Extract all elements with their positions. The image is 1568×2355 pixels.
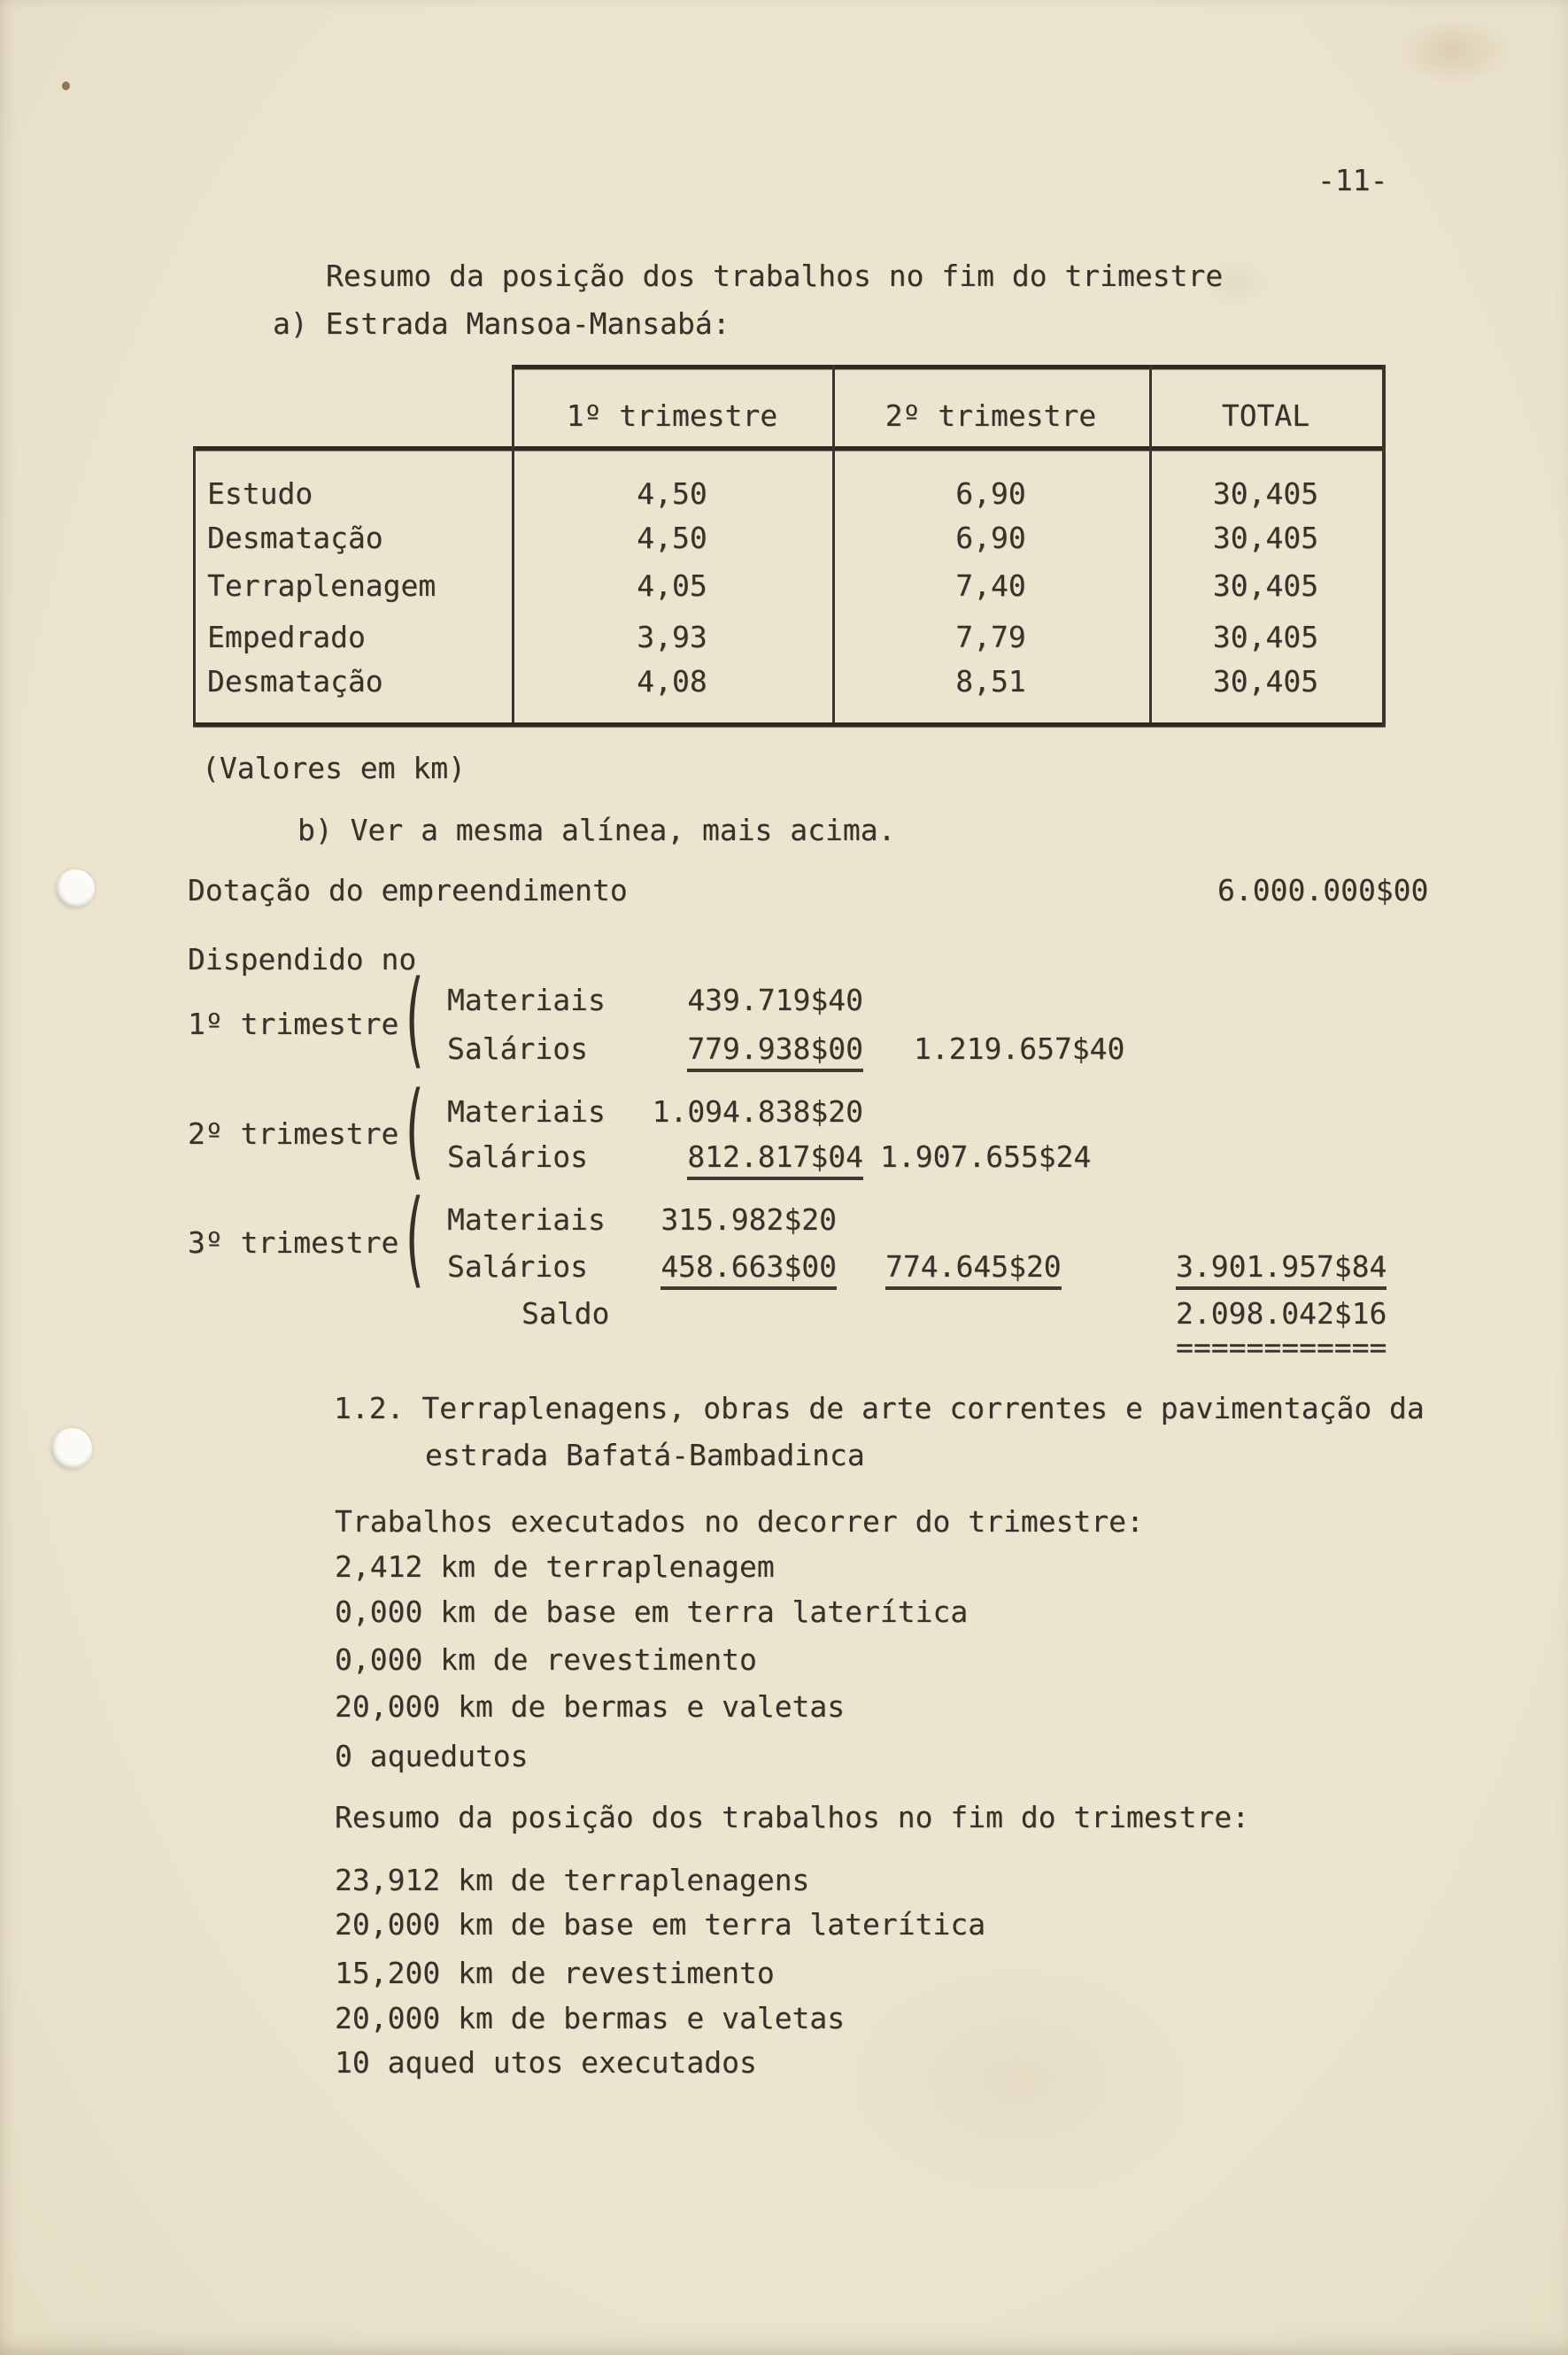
row-label: Desmatação xyxy=(207,521,383,555)
row-t1-value: 3,93 xyxy=(637,620,707,654)
row-t2-value: 7,79 xyxy=(955,620,1026,654)
materiais-label: Materiais xyxy=(447,1094,606,1129)
quarter-label: 1º trimestre xyxy=(188,1007,399,1041)
table-divider-2 xyxy=(832,365,835,722)
row-t1-value: 4,08 xyxy=(637,664,707,699)
section-intro: Resumo da posição dos trabalhos no fim d… xyxy=(326,259,1224,293)
materiais-label: Materiais xyxy=(447,1202,606,1237)
row-label: Empedrado xyxy=(207,620,366,654)
saldo-double-rule: ============ xyxy=(1176,1330,1387,1364)
brace-icon: ( xyxy=(406,1177,424,1299)
executed-item: 0,000 km de revestimento xyxy=(335,1642,757,1677)
row-t1-value: 4,50 xyxy=(637,521,707,555)
saldo-value: 2.098.042$16 xyxy=(1176,1296,1387,1331)
executed-item: 20,000 km de bermas e valetas xyxy=(335,1689,846,1724)
table-note: (Valores em km) xyxy=(202,751,467,785)
resumo-title: Resumo da posição dos trabalhos no fim d… xyxy=(335,1800,1250,1834)
resumo-item: 20,000 km de base em terra laterítica xyxy=(335,1907,986,1942)
punch-hole-bottom xyxy=(51,1428,92,1470)
quarter-label: 3º trimestre xyxy=(188,1225,399,1260)
table-header-t1: 1º trimestre xyxy=(566,398,778,433)
page-number: -11- xyxy=(1317,163,1388,197)
dotacao-label: Dotação do empreendimento xyxy=(188,873,628,907)
brace-icon: ( xyxy=(406,957,424,1079)
table-header-separator xyxy=(193,446,1386,451)
salarios-value: 812.817$04 xyxy=(580,1139,863,1180)
table-right-border xyxy=(1382,365,1386,727)
executed-item: 2,412 km de terraplenagem xyxy=(335,1549,775,1584)
materiais-value: 315.982$20 xyxy=(660,1202,837,1237)
brace-icon: ( xyxy=(406,1069,424,1191)
quarter-subtotal: 774.645$20 xyxy=(885,1249,1062,1290)
row-total-value: 30,405 xyxy=(1212,664,1319,699)
table-header-t2: 2º trimestre xyxy=(884,398,1097,433)
salarios-label: Salários xyxy=(447,1139,588,1174)
grand-total-value: 3.901.957$84 xyxy=(1176,1249,1387,1290)
row-total-value: 30,405 xyxy=(1212,620,1319,654)
salarios-label: Salários xyxy=(447,1031,588,1066)
item-a-label: a) Estrada Mansoa-Mansabá: xyxy=(273,306,730,341)
resumo-item: 15,200 km de revestimento xyxy=(335,1956,775,1990)
row-label: Terraplenagem xyxy=(207,568,436,603)
salarios-label: Salários xyxy=(447,1249,588,1284)
executed-item: 0 aquedutos xyxy=(335,1739,529,1773)
quarter-label: 2º trimestre xyxy=(188,1116,399,1151)
summary-table: 1º trimestre 2º trimestre TOTAL Estudo 4… xyxy=(193,365,1386,730)
row-total-value: 30,405 xyxy=(1212,568,1319,603)
executed-item: 0,000 km de base em terra laterítica xyxy=(335,1594,969,1629)
table-top-border xyxy=(512,365,1386,369)
row-t2-value: 6,90 xyxy=(955,521,1026,555)
row-label: Desmatação xyxy=(207,664,383,699)
table-left-border xyxy=(193,446,196,727)
section-12-heading-line2: estrada Bafatá-Bambadinca xyxy=(425,1438,865,1472)
paper-speck xyxy=(62,81,70,90)
quarter-subtotal: 1.219.657$40 xyxy=(914,1031,1125,1066)
row-total-value: 30,405 xyxy=(1212,476,1319,511)
row-total-value: 30,405 xyxy=(1212,521,1319,555)
table-header-total: TOTAL xyxy=(1221,398,1310,433)
executed-title: Trabalhos executados no decorrer do trim… xyxy=(335,1504,1144,1539)
materiais-label: Materiais xyxy=(447,983,606,1017)
punch-hole-top xyxy=(56,869,95,908)
materiais-value: 439.719$40 xyxy=(687,983,863,1017)
resumo-item: 23,912 km de terraplenagens xyxy=(335,1863,810,1897)
table-divider-3 xyxy=(1149,365,1152,722)
row-label: Estudo xyxy=(207,476,313,511)
salarios-value: 458.663$00 xyxy=(553,1249,837,1290)
materiais-value: 1.094.838$20 xyxy=(652,1094,863,1129)
row-t2-value: 6,90 xyxy=(955,476,1026,511)
quarter-subtotal: 1.907.655$24 xyxy=(880,1139,1092,1174)
salarios-value: 779.938$00 xyxy=(580,1031,863,1072)
table-bottom-border xyxy=(193,722,1386,727)
row-t1-value: 4,05 xyxy=(637,568,707,603)
dotacao-value: 6.000.000$00 xyxy=(1217,873,1429,907)
saldo-label: Saldo xyxy=(521,1296,610,1331)
row-t2-value: 7,40 xyxy=(955,568,1026,603)
table-divider-1 xyxy=(512,365,514,722)
dispendido-label: Dispendido no xyxy=(188,942,417,977)
item-b-label: b) Ver a mesma alínea, mais acima. xyxy=(297,813,896,847)
resumo-item: 10 aqued utos executados xyxy=(335,2045,757,2080)
resumo-item: 20,000 km de bermas e valetas xyxy=(335,2001,846,2035)
section-12-heading-line1: 1.2. Terraplenagens, obras de arte corre… xyxy=(334,1391,1425,1425)
row-t1-value: 4,50 xyxy=(637,476,707,511)
row-t2-value: 8,51 xyxy=(955,664,1026,699)
